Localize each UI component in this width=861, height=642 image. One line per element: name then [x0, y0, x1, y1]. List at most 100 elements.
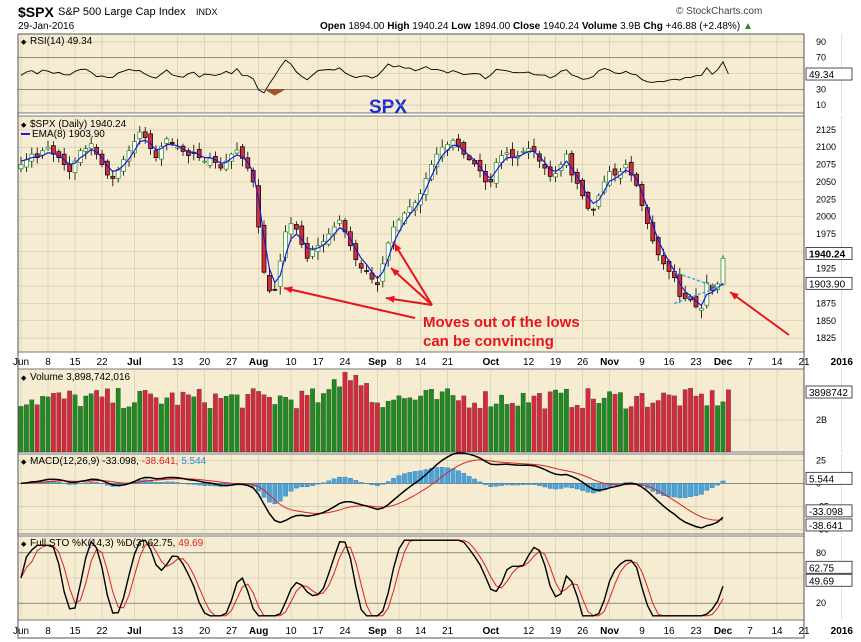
- macd-legend: MACD(12,26,9) -33.098, -38.641, 5.544: [30, 456, 207, 467]
- candle-body: [407, 206, 413, 213]
- x-tick-label-bottom: 10: [285, 626, 297, 637]
- macd-histogram-bar: [186, 483, 191, 485]
- macd-histogram-bar: [94, 482, 99, 484]
- macd-histogram-bar: [715, 483, 720, 486]
- macd-histogram-bar: [380, 483, 386, 485]
- arrowhead-icon: [391, 268, 400, 277]
- volume-bar: [564, 388, 569, 453]
- x-tick-label-top: 27: [226, 357, 238, 368]
- volume-bar: [99, 396, 105, 453]
- volume-bar: [310, 388, 315, 453]
- volume-bar: [24, 404, 29, 453]
- volume-bar: [483, 391, 488, 453]
- volume-bar: [569, 407, 575, 453]
- x-tick-label-top: 26: [577, 357, 589, 368]
- macd-histogram-bar: [504, 483, 510, 486]
- sto-legend-marker-icon: ◆: [21, 541, 27, 548]
- volume-bar: [672, 395, 677, 453]
- x-tick-label-bottom: Nov: [600, 626, 619, 637]
- candle-body: [234, 149, 240, 154]
- x-tick-label-bottom: 7: [747, 626, 753, 637]
- rsi-y-tick: 70: [816, 53, 826, 63]
- volume-bar: [256, 391, 261, 453]
- volume-bar: [628, 406, 634, 453]
- arrow-shaft: [390, 267, 433, 306]
- macd-hist-value: 5.544: [181, 456, 206, 467]
- candle-body: [153, 150, 159, 158]
- candle-body: [83, 148, 89, 152]
- volume-bar: [623, 408, 629, 453]
- x-tick-label-bottom: 15: [69, 626, 81, 637]
- volume-bar: [342, 372, 348, 453]
- candle-body: [159, 146, 164, 160]
- x-tick-label-top: 19: [550, 357, 562, 368]
- volume-bar: [72, 394, 78, 453]
- volume-bar: [142, 390, 148, 453]
- volume-bar: [364, 383, 369, 453]
- macd-histogram-bar: [531, 483, 537, 485]
- macd-histogram-bar: [547, 483, 553, 489]
- volume-bar: [315, 402, 321, 453]
- x-tick-label-bottom: 22: [96, 626, 108, 637]
- candle-body: [223, 160, 229, 170]
- volume-bar: [493, 403, 499, 453]
- x-tick-label-bottom: 16: [663, 626, 675, 637]
- volume-bar: [634, 395, 639, 453]
- macd-signal-tag: -38.641: [809, 521, 843, 532]
- volume-bar: [159, 403, 164, 453]
- macd-histogram-bar: [488, 483, 494, 487]
- x-tick-label-top: 13: [172, 357, 184, 368]
- macd-histogram-bar: [391, 477, 396, 484]
- sto-d-tag: 49.69: [809, 576, 834, 587]
- price-y-tick: 2000: [816, 212, 836, 222]
- ema-legend: EMA(8) 1903.90: [32, 129, 105, 140]
- macd-histogram-bar: [169, 481, 175, 484]
- x-tick-label-top: Jun: [13, 357, 29, 368]
- volume-bar: [164, 397, 170, 453]
- volume-bar: [218, 398, 224, 453]
- candle-body: [628, 161, 634, 176]
- candle-body: [477, 160, 483, 172]
- volume-y-tick: 2B: [816, 415, 827, 425]
- candle-body: [607, 171, 612, 186]
- volume-bar: [547, 391, 553, 453]
- x-tick-label-bottom: Jun: [13, 626, 29, 637]
- macd-histogram-bar: [83, 482, 89, 484]
- sto-d-value: 49.69: [178, 538, 203, 549]
- macd-histogram-bar: [429, 468, 434, 484]
- chg-up-icon: ▲: [742, 21, 753, 32]
- macd-histogram-bar: [321, 482, 326, 484]
- candle-body: [88, 143, 94, 149]
- volume-bar: [304, 395, 310, 453]
- macd-y-tick: 25: [816, 455, 826, 465]
- volume-bar: [612, 394, 618, 453]
- macd-histogram-bar: [72, 483, 78, 485]
- price-y-tick: 1825: [816, 333, 836, 343]
- candle-body: [542, 164, 548, 169]
- volume-bar: [715, 405, 720, 453]
- x-tick-label-bottom: Jul: [127, 626, 142, 637]
- volume-bar: [153, 397, 159, 453]
- volume-bar: [191, 396, 197, 453]
- macd-histogram-bar: [175, 482, 180, 484]
- candle-body: [34, 153, 40, 158]
- candle-body: [655, 237, 661, 256]
- volume-bar: [574, 404, 580, 453]
- volume-bar: [699, 393, 704, 453]
- volume-bar: [56, 392, 62, 453]
- candle-body: [423, 178, 429, 195]
- candle-body: [240, 146, 245, 159]
- annotation-arrows: [283, 242, 790, 336]
- rsi-oversold-fill: [264, 89, 286, 96]
- candle-body: [612, 168, 618, 176]
- volume-bar: [348, 380, 353, 453]
- macd-histogram-bar: [342, 476, 348, 484]
- volume-legend: Volume 3,898,742,016: [30, 372, 131, 383]
- volume-bar: [245, 394, 251, 453]
- volume-bar: [445, 388, 450, 453]
- macd-line-tag-box: [805, 504, 853, 518]
- x-tick-label-bottom: 23: [690, 626, 702, 637]
- macd-histogram-bar: [483, 483, 488, 485]
- candle-body: [148, 133, 153, 149]
- macd-histogram-bar: [202, 483, 207, 486]
